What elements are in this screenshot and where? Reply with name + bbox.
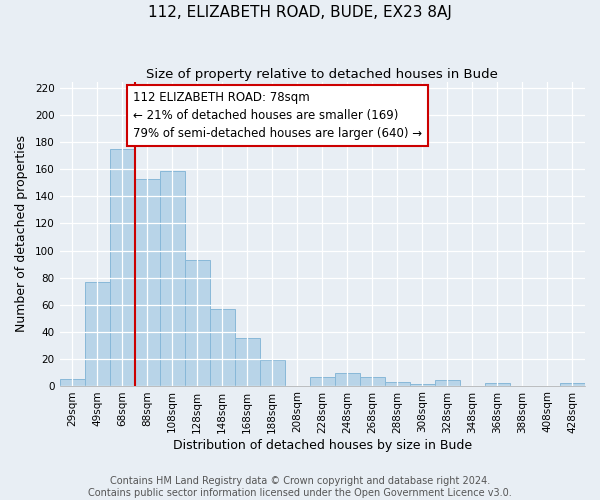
Text: 112, ELIZABETH ROAD, BUDE, EX23 8AJ: 112, ELIZABETH ROAD, BUDE, EX23 8AJ [148,5,452,20]
Bar [209,308,235,386]
Bar [59,379,85,386]
Bar [485,383,510,386]
Bar [110,149,134,386]
Bar [435,380,460,386]
Y-axis label: Number of detached properties: Number of detached properties [15,135,28,332]
Bar [160,171,185,386]
Bar [185,260,209,386]
Bar [560,383,585,386]
Bar [410,384,435,386]
Title: Size of property relative to detached houses in Bude: Size of property relative to detached ho… [146,68,498,80]
Bar [85,282,110,386]
Bar [260,360,285,386]
Text: 112 ELIZABETH ROAD: 78sqm
← 21% of detached houses are smaller (169)
79% of semi: 112 ELIZABETH ROAD: 78sqm ← 21% of detac… [133,91,422,140]
Text: Contains HM Land Registry data © Crown copyright and database right 2024.
Contai: Contains HM Land Registry data © Crown c… [88,476,512,498]
X-axis label: Distribution of detached houses by size in Bude: Distribution of detached houses by size … [173,440,472,452]
Bar [235,338,260,386]
Bar [360,378,385,386]
Bar [310,378,335,386]
Bar [385,382,410,386]
Bar [335,374,360,386]
Bar [134,179,160,386]
